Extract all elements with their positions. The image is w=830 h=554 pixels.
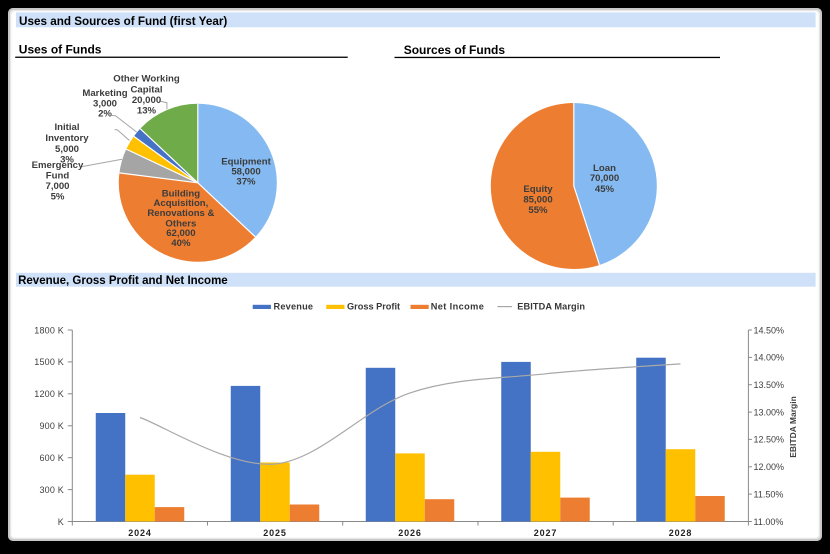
svg-text:7,000: 7,000 <box>45 181 69 192</box>
svg-text:2%: 2% <box>98 108 112 119</box>
svg-text:2024: 2024 <box>128 528 152 538</box>
svg-text:Capital: Capital <box>131 85 163 96</box>
svg-text:1800 K: 1800 K <box>34 325 64 335</box>
svg-text:K: K <box>58 517 64 527</box>
svg-text:37%: 37% <box>236 176 256 187</box>
svg-text:40%: 40% <box>171 238 191 249</box>
svg-text:Renovations &: Renovations & <box>147 208 214 219</box>
svg-text:Sources of Funds: Sources of Funds <box>404 43 506 57</box>
svg-text:Initial: Initial <box>54 122 79 133</box>
svg-text:85,000: 85,000 <box>523 195 552 206</box>
svg-text:Equipment: Equipment <box>221 156 271 167</box>
svg-text:600 K: 600 K <box>39 453 64 463</box>
svg-text:EBITDA Margin: EBITDA Margin <box>517 302 585 312</box>
svg-text:3%: 3% <box>60 155 74 166</box>
svg-text:1500 K: 1500 K <box>34 357 64 367</box>
svg-text:14.50%: 14.50% <box>754 325 785 335</box>
svg-text:Fund: Fund <box>46 171 70 182</box>
svg-text:13%: 13% <box>137 106 157 117</box>
svg-text:5%: 5% <box>51 192 65 203</box>
svg-text:Uses and Sources of Fund (firs: Uses and Sources of Fund (first Year) <box>19 15 227 28</box>
svg-text:Acquisition,: Acquisition, <box>153 198 208 209</box>
svg-text:900 K: 900 K <box>39 421 64 431</box>
svg-text:14.00%: 14.00% <box>754 353 785 363</box>
svg-text:Emergency: Emergency <box>32 160 84 171</box>
svg-text:Other Working: Other Working <box>113 74 180 85</box>
svg-text:Inventory: Inventory <box>45 133 89 144</box>
svg-text:45%: 45% <box>595 184 615 195</box>
svg-text:Gross Profit: Gross Profit <box>347 302 400 312</box>
svg-text:2027: 2027 <box>534 528 558 538</box>
svg-text:Building: Building <box>162 188 201 199</box>
svg-text:Marketing: Marketing <box>82 88 127 99</box>
svg-text:Net Income: Net Income <box>431 302 485 312</box>
svg-text:2025: 2025 <box>263 528 287 538</box>
svg-text:Others: Others <box>165 218 196 229</box>
svg-text:11.50%: 11.50% <box>754 489 784 499</box>
svg-text:Equity: Equity <box>523 184 553 195</box>
svg-text:EBITDA Margin: EBITDA Margin <box>788 396 798 458</box>
svg-text:13.50%: 13.50% <box>754 380 785 390</box>
svg-text:13.00%: 13.00% <box>754 407 785 417</box>
svg-text:Uses of Funds: Uses of Funds <box>19 43 102 57</box>
svg-text:62,000: 62,000 <box>166 228 195 239</box>
svg-text:Loan: Loan <box>593 163 616 174</box>
svg-text:Revenue: Revenue <box>274 302 314 312</box>
svg-text:58,000: 58,000 <box>231 166 260 177</box>
svg-text:11.00%: 11.00% <box>754 517 784 527</box>
svg-text:12.00%: 12.00% <box>754 462 785 472</box>
svg-text:70,000: 70,000 <box>590 173 619 184</box>
svg-text:5,000: 5,000 <box>55 144 79 155</box>
svg-text:12.50%: 12.50% <box>754 435 785 445</box>
svg-text:300 K: 300 K <box>39 485 64 495</box>
svg-text:2026: 2026 <box>398 528 422 538</box>
svg-text:2028: 2028 <box>669 528 693 538</box>
svg-text:20,000: 20,000 <box>132 95 161 106</box>
svg-text:Revenue, Gross Profit and Net: Revenue, Gross Profit and Net Income <box>18 275 228 287</box>
svg-text:55%: 55% <box>528 205 548 216</box>
svg-text:3,000: 3,000 <box>93 98 117 109</box>
svg-text:1200 K: 1200 K <box>34 389 64 399</box>
